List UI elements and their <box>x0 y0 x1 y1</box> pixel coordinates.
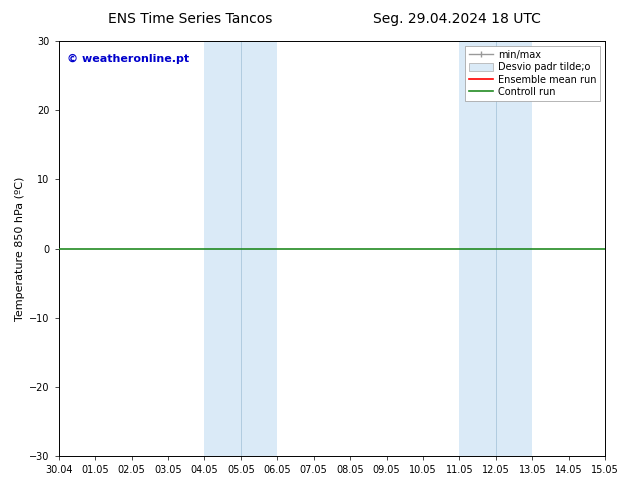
Text: ENS Time Series Tancos: ENS Time Series Tancos <box>108 12 273 26</box>
Text: Seg. 29.04.2024 18 UTC: Seg. 29.04.2024 18 UTC <box>373 12 540 26</box>
Bar <box>496 41 533 456</box>
Bar <box>241 41 277 456</box>
Y-axis label: Temperature 850 hPa (ºC): Temperature 850 hPa (ºC) <box>15 176 25 320</box>
Text: © weatheronline.pt: © weatheronline.pt <box>67 53 189 64</box>
Legend: min/max, Desvio padr tilde;o, Ensemble mean run, Controll run: min/max, Desvio padr tilde;o, Ensemble m… <box>465 46 600 101</box>
Bar <box>460 41 496 456</box>
Bar <box>204 41 241 456</box>
